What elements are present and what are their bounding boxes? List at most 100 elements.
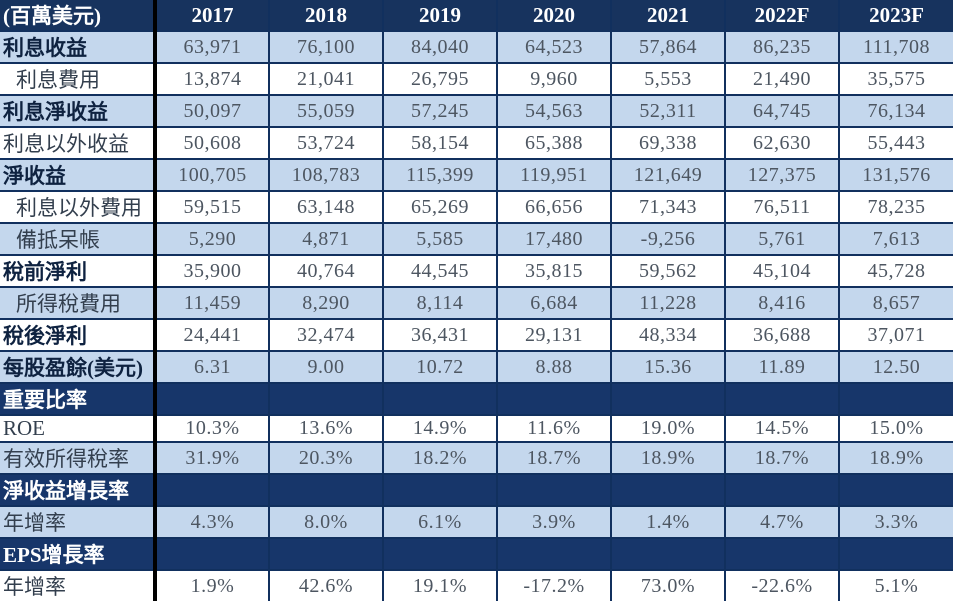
data-cell: 14.9% — [382, 414, 498, 443]
data-cell: 32,474 — [268, 318, 384, 352]
data-cell — [838, 473, 953, 507]
row-label-cell: 每股盈餘(美元) — [0, 350, 156, 384]
data-cell: 5,290 — [153, 222, 270, 256]
row-label-cell: 利息費用 — [0, 62, 156, 96]
table-row: 利息淨收益 50,097 55,059 57,245 54,563 52,311 64,74… — [0, 94, 953, 128]
year-header-cell: 2018 — [268, 0, 384, 32]
data-cell — [724, 537, 840, 571]
data-cell: 5,761 — [724, 222, 840, 256]
data-cell: 24,441 — [153, 318, 270, 352]
data-cell: 11.6% — [496, 414, 612, 443]
data-cell: 6.31 — [153, 350, 270, 384]
data-cell: 35,575 — [838, 62, 953, 96]
data-cell: 64,745 — [724, 94, 840, 128]
row-label-cell: 利息收益 — [0, 30, 156, 64]
data-cell: 58,154 — [382, 126, 498, 160]
data-cell: 44,545 — [382, 254, 498, 288]
data-cell: 15.36 — [610, 350, 726, 384]
data-cell: 73.0% — [610, 569, 726, 601]
data-cell: 65,269 — [382, 190, 498, 224]
data-cell: 21,041 — [268, 62, 384, 96]
data-cell: 76,134 — [838, 94, 953, 128]
data-cell — [496, 537, 612, 571]
data-cell: 11,228 — [610, 286, 726, 320]
data-cell: 17,480 — [496, 222, 612, 256]
data-cell — [153, 382, 270, 416]
data-cell: 115,399 — [382, 158, 498, 192]
data-cell: 86,235 — [724, 30, 840, 64]
data-cell — [153, 473, 270, 507]
data-cell: 1.9% — [153, 569, 270, 601]
data-cell — [382, 537, 498, 571]
row-label-cell: 稅後淨利 — [0, 318, 156, 352]
data-cell — [268, 537, 384, 571]
header-row: (百萬美元) 2017 2018 2019 2020 2021 2022F 2023F — [0, 0, 953, 32]
data-cell: 14.5% — [724, 414, 840, 443]
data-cell: 64,523 — [496, 30, 612, 64]
data-cell: 13.6% — [268, 414, 384, 443]
data-cell: 108,783 — [268, 158, 384, 192]
row-label-cell: EPS增長率 — [0, 537, 156, 571]
data-cell: 3.9% — [496, 505, 612, 539]
data-cell: 36,688 — [724, 318, 840, 352]
data-cell: 131,576 — [838, 158, 953, 192]
row-label-cell: 淨收益增長率 — [0, 473, 156, 507]
year-header-cell: 2020 — [496, 0, 612, 32]
data-cell: 57,864 — [610, 30, 726, 64]
data-cell: 48,334 — [610, 318, 726, 352]
data-cell: 7,613 — [838, 222, 953, 256]
data-cell: 37,071 — [838, 318, 953, 352]
data-cell: 42.6% — [268, 569, 384, 601]
data-cell: 11,459 — [153, 286, 270, 320]
data-cell: 53,724 — [268, 126, 384, 160]
data-cell: 52,311 — [610, 94, 726, 128]
data-cell — [838, 382, 953, 416]
data-cell: 26,795 — [382, 62, 498, 96]
data-cell — [496, 473, 612, 507]
row-label-cell: 稅前淨利 — [0, 254, 156, 288]
data-cell — [610, 537, 726, 571]
row-label-cell: ROE — [0, 414, 156, 443]
data-cell — [610, 473, 726, 507]
data-cell — [610, 382, 726, 416]
table-row: 淨收益增長率 — [0, 473, 953, 507]
data-cell: 40,764 — [268, 254, 384, 288]
data-cell — [496, 382, 612, 416]
data-cell: 4.7% — [724, 505, 840, 539]
data-cell: 20.3% — [268, 441, 384, 475]
data-cell: 36,431 — [382, 318, 498, 352]
table-row: 稅前淨利 35,900 40,764 44,545 35,815 59,562 45,104… — [0, 254, 953, 288]
table-row: 利息以外收益 50,608 53,724 58,154 65,388 69,338 62,6… — [0, 126, 953, 160]
year-header-cell: 2017 — [153, 0, 270, 32]
data-cell: 45,728 — [838, 254, 953, 288]
data-cell: 6.1% — [382, 505, 498, 539]
year-header-cell: 2023F — [838, 0, 953, 32]
table-row: ROE 10.3% 13.6% 14.9% 11.6% 19.0% 14.5% 15.0% — [0, 414, 953, 443]
data-cell: 100,705 — [153, 158, 270, 192]
year-header-cell: 2019 — [382, 0, 498, 32]
data-cell: 6,684 — [496, 286, 612, 320]
table-row: 每股盈餘(美元) 6.31 9.00 10.72 8.88 15.36 11.89 12.50 — [0, 350, 953, 384]
data-cell: 21,490 — [724, 62, 840, 96]
data-cell: 8.0% — [268, 505, 384, 539]
data-cell — [268, 473, 384, 507]
row-label-cell: 年增率 — [0, 505, 156, 539]
data-cell: 59,562 — [610, 254, 726, 288]
data-cell: 3.3% — [838, 505, 953, 539]
data-cell: -17.2% — [496, 569, 612, 601]
data-cell: 18.9% — [838, 441, 953, 475]
data-cell: 71,343 — [610, 190, 726, 224]
table-row: 利息以外費用 59,515 63,148 65,269 66,656 71,343 76,5… — [0, 190, 953, 224]
data-cell: 8,416 — [724, 286, 840, 320]
data-cell: 5.1% — [838, 569, 953, 601]
data-cell — [382, 473, 498, 507]
data-cell: 5,585 — [382, 222, 498, 256]
data-cell: 84,040 — [382, 30, 498, 64]
data-cell: 76,511 — [724, 190, 840, 224]
table-row: 備抵呆帳 5,290 4,871 5,585 17,480 -9,256 5,761 7,61… — [0, 222, 953, 256]
data-cell: 62,630 — [724, 126, 840, 160]
data-cell: 8.88 — [496, 350, 612, 384]
data-cell: 5,553 — [610, 62, 726, 96]
table-row: 利息收益 63,971 76,100 84,040 64,523 57,864 86,235… — [0, 30, 953, 64]
data-cell: 4,871 — [268, 222, 384, 256]
